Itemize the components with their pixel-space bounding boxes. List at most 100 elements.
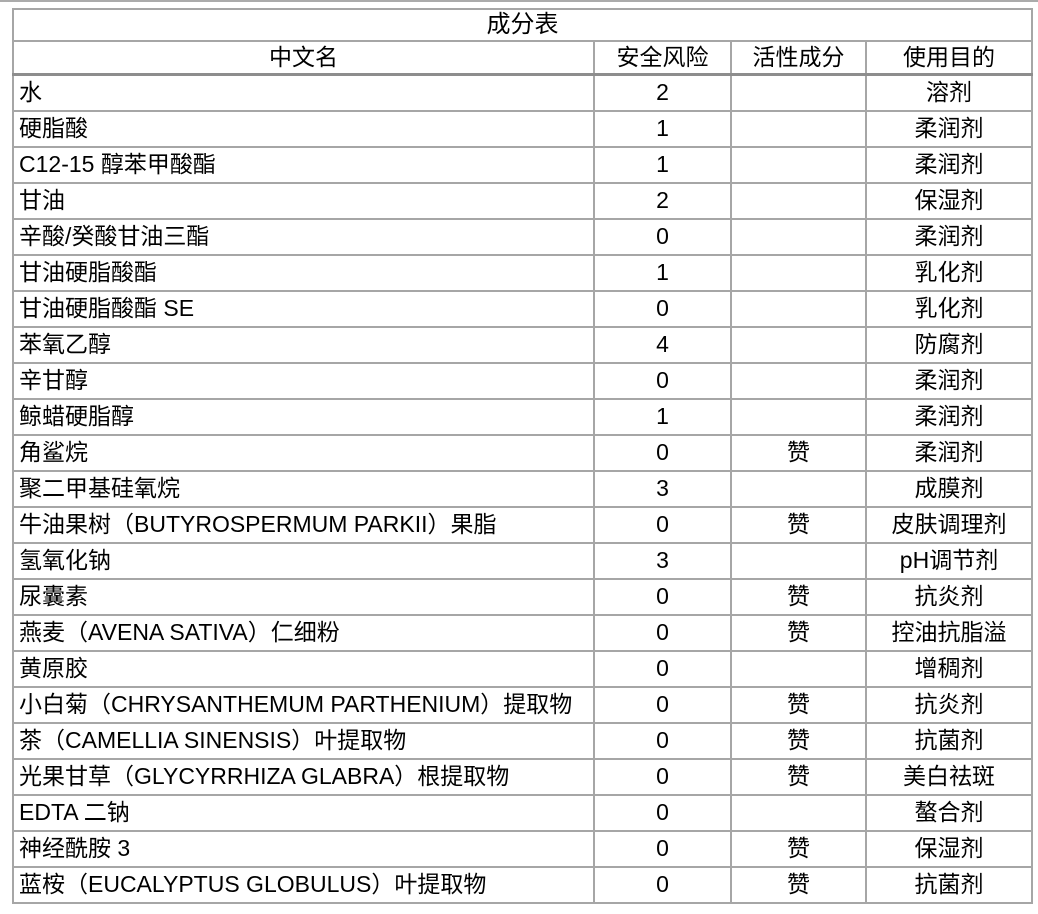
cell-safety-risk: 3 bbox=[593, 470, 732, 508]
top-divider-line bbox=[0, 0, 1038, 2]
cell-ingredient-name: 光果甘草（GLYCYRRHIZA GLABRA）根提取物 bbox=[12, 758, 595, 796]
table-title: 成分表 bbox=[12, 8, 1033, 42]
cell-ingredient-name: 小白菊（CHRYSANTHEMUM PARTHENIUM）提取物 bbox=[12, 686, 595, 724]
column-header-name: 中文名 bbox=[12, 40, 595, 76]
cell-ingredient-name: 燕麦（AVENA SATIVA）仁细粉 bbox=[12, 614, 595, 652]
cell-usage-purpose: pH调节剂 bbox=[865, 542, 1033, 580]
cell-usage-purpose: 美白祛斑 bbox=[865, 758, 1033, 796]
table-row: 小白菊（CHRYSANTHEMUM PARTHENIUM）提取物 0 赞抗炎剂 bbox=[12, 686, 1033, 724]
cell-active-ingredient bbox=[730, 650, 867, 688]
cell-usage-purpose: 皮肤调理剂 bbox=[865, 506, 1033, 544]
cell-safety-risk: 0 bbox=[593, 758, 732, 796]
cell-safety-risk: 4 bbox=[593, 326, 732, 364]
cell-usage-purpose: 抗菌剂 bbox=[865, 866, 1033, 904]
cell-active-ingredient bbox=[730, 542, 867, 580]
cell-usage-purpose: 柔润剂 bbox=[865, 434, 1033, 472]
cell-usage-purpose: 保湿剂 bbox=[865, 830, 1033, 868]
cell-usage-purpose: 柔润剂 bbox=[865, 362, 1033, 400]
column-header-risk: 安全风险 bbox=[593, 40, 732, 76]
cell-active-ingredient bbox=[730, 146, 867, 184]
cell-ingredient-name: 水 bbox=[12, 73, 595, 112]
column-header-purpose: 使用目的 bbox=[865, 40, 1033, 76]
table-row: 甘油 2 保湿剂 bbox=[12, 182, 1033, 220]
ingredient-rows: 水 2 溶剂 硬脂酸 1 柔润剂 C12-15 醇苯甲酸酯 1 柔润剂 甘油 2 保湿剂 辛酸/癸酸甘油… bbox=[12, 73, 1033, 904]
cell-ingredient-name: 甘油硬脂酸酯 SE bbox=[12, 290, 595, 328]
ingredient-table: 成分表 中文名 安全风险 活性成分 使用目的 水 2 溶剂 硬脂酸 1 柔润剂 C12-15… bbox=[12, 8, 1033, 904]
cell-ingredient-name: 尿囊素 bbox=[12, 578, 595, 616]
cell-usage-purpose: 溶剂 bbox=[865, 73, 1033, 112]
cell-ingredient-name: 聚二甲基硅氧烷 bbox=[12, 470, 595, 508]
table-row: 茶（CAMELLIA SINENSIS）叶提取物 0 赞抗菌剂 bbox=[12, 722, 1033, 760]
cell-safety-risk: 2 bbox=[593, 73, 732, 112]
cell-safety-risk: 1 bbox=[593, 110, 732, 148]
cell-ingredient-name: 辛甘醇 bbox=[12, 362, 595, 400]
table-row: EDTA 二钠 0 螯合剂 bbox=[12, 794, 1033, 832]
cell-safety-risk: 2 bbox=[593, 182, 732, 220]
cell-usage-purpose: 柔润剂 bbox=[865, 218, 1033, 256]
column-header-active: 活性成分 bbox=[730, 40, 867, 76]
cell-usage-purpose: 防腐剂 bbox=[865, 326, 1033, 364]
cell-usage-purpose: 增稠剂 bbox=[865, 650, 1033, 688]
cell-usage-purpose: 螯合剂 bbox=[865, 794, 1033, 832]
table-row: 光果甘草（GLYCYRRHIZA GLABRA）根提取物 0 赞美白祛斑 bbox=[12, 758, 1033, 796]
cell-ingredient-name: 鲸蜡硬脂醇 bbox=[12, 398, 595, 436]
cell-active-ingredient: 赞 bbox=[730, 866, 867, 904]
cell-safety-risk: 3 bbox=[593, 542, 732, 580]
cell-active-ingredient bbox=[730, 398, 867, 436]
table-row: 蓝桉（EUCALYPTUS GLOBULUS）叶提取物 0 赞抗菌剂 bbox=[12, 866, 1033, 904]
table-row: 尿囊素 0 赞抗炎剂 bbox=[12, 578, 1033, 616]
table-row: 黄原胶 0 增稠剂 bbox=[12, 650, 1033, 688]
cell-active-ingredient: 赞 bbox=[730, 722, 867, 760]
cell-safety-risk: 0 bbox=[593, 218, 732, 256]
cell-usage-purpose: 乳化剂 bbox=[865, 254, 1033, 292]
table-row: 鲸蜡硬脂醇 1 柔润剂 bbox=[12, 398, 1033, 436]
cell-active-ingredient: 赞 bbox=[730, 578, 867, 616]
cell-active-ingredient bbox=[730, 362, 867, 400]
cell-ingredient-name: 氢氧化钠 bbox=[12, 542, 595, 580]
cell-active-ingredient: 赞 bbox=[730, 506, 867, 544]
cell-safety-risk: 0 bbox=[593, 578, 732, 616]
table-row: 燕麦（AVENA SATIVA）仁细粉 0 赞控油抗脂溢 bbox=[12, 614, 1033, 652]
table-row: 辛甘醇 0 柔润剂 bbox=[12, 362, 1033, 400]
table-row: 聚二甲基硅氧烷 3 成膜剂 bbox=[12, 470, 1033, 508]
cell-usage-purpose: 保湿剂 bbox=[865, 182, 1033, 220]
table-row: 甘油硬脂酸酯 SE 0 乳化剂 bbox=[12, 290, 1033, 328]
cell-active-ingredient: 赞 bbox=[730, 434, 867, 472]
cell-active-ingredient: 赞 bbox=[730, 614, 867, 652]
cell-ingredient-name: 茶（CAMELLIA SINENSIS）叶提取物 bbox=[12, 722, 595, 760]
cell-usage-purpose: 柔润剂 bbox=[865, 110, 1033, 148]
cell-safety-risk: 0 bbox=[593, 434, 732, 472]
table-row: 神经酰胺 3 0 赞保湿剂 bbox=[12, 830, 1033, 868]
table-row: 氢氧化钠 3 pH调节剂 bbox=[12, 542, 1033, 580]
cell-usage-purpose: 控油抗脂溢 bbox=[865, 614, 1033, 652]
cell-safety-risk: 0 bbox=[593, 686, 732, 724]
cell-safety-risk: 0 bbox=[593, 722, 732, 760]
cell-safety-risk: 0 bbox=[593, 614, 732, 652]
cell-ingredient-name: 甘油 bbox=[12, 182, 595, 220]
table-row: 辛酸/癸酸甘油三酯 0 柔润剂 bbox=[12, 218, 1033, 256]
cell-usage-purpose: 成膜剂 bbox=[865, 470, 1033, 508]
cell-active-ingredient bbox=[730, 470, 867, 508]
cell-ingredient-name: 神经酰胺 3 bbox=[12, 830, 595, 868]
cell-ingredient-name: C12-15 醇苯甲酸酯 bbox=[12, 146, 595, 184]
cell-active-ingredient bbox=[730, 290, 867, 328]
cell-active-ingredient: 赞 bbox=[730, 686, 867, 724]
cell-safety-risk: 0 bbox=[593, 506, 732, 544]
cell-safety-risk: 0 bbox=[593, 290, 732, 328]
cell-active-ingredient bbox=[730, 254, 867, 292]
cell-usage-purpose: 抗菌剂 bbox=[865, 722, 1033, 760]
cell-active-ingredient bbox=[730, 73, 867, 112]
cell-usage-purpose: 抗炎剂 bbox=[865, 686, 1033, 724]
cell-usage-purpose: 柔润剂 bbox=[865, 398, 1033, 436]
cell-safety-risk: 1 bbox=[593, 254, 732, 292]
cell-active-ingredient bbox=[730, 182, 867, 220]
cell-safety-risk: 0 bbox=[593, 362, 732, 400]
cell-ingredient-name: 牛油果树（BUTYROSPERMUM PARKII）果脂 bbox=[12, 506, 595, 544]
table-row: C12-15 醇苯甲酸酯 1 柔润剂 bbox=[12, 146, 1033, 184]
cell-active-ingredient bbox=[730, 110, 867, 148]
table-header-row: 中文名 安全风险 活性成分 使用目的 bbox=[12, 40, 1033, 76]
table-row: 甘油硬脂酸酯 1 乳化剂 bbox=[12, 254, 1033, 292]
cell-ingredient-name: 黄原胶 bbox=[12, 650, 595, 688]
cell-ingredient-name: 辛酸/癸酸甘油三酯 bbox=[12, 218, 595, 256]
table-row: 牛油果树（BUTYROSPERMUM PARKII）果脂 0 赞皮肤调理剂 bbox=[12, 506, 1033, 544]
